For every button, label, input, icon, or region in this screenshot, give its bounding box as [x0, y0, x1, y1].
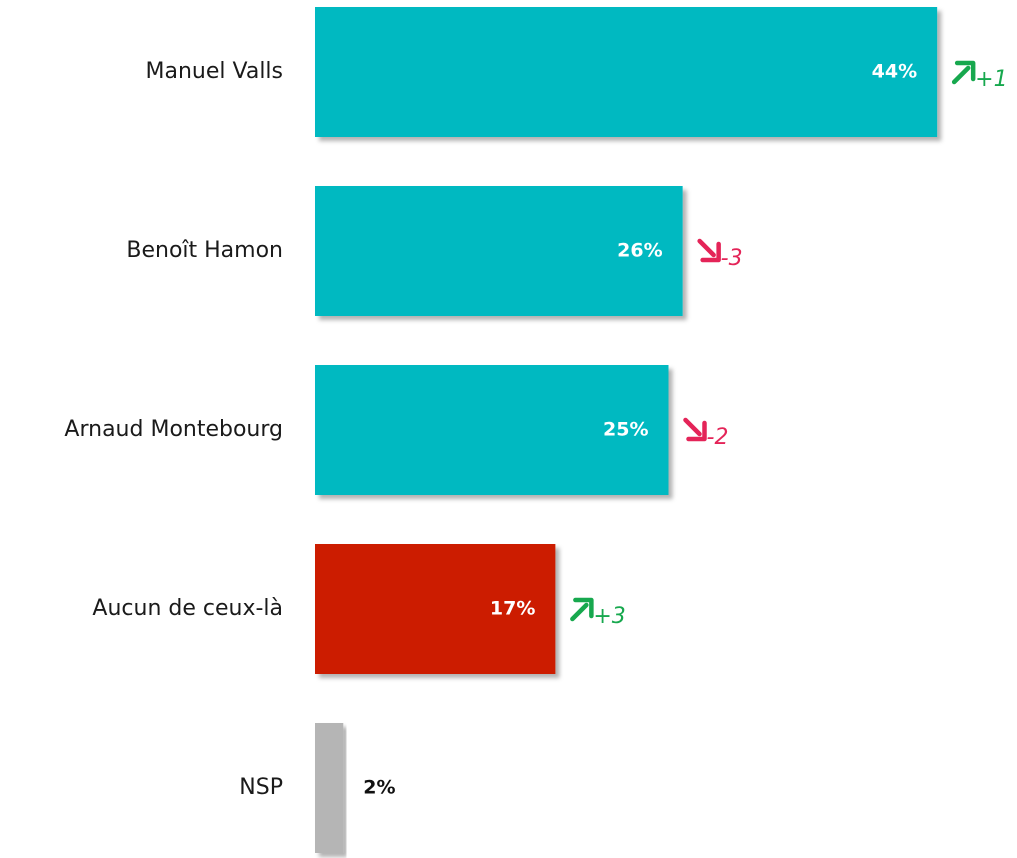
change-arrow: [570, 597, 594, 622]
category-label: Arnaud Montebourg: [64, 417, 283, 442]
change-arrow: [697, 238, 721, 263]
bar: [315, 544, 556, 674]
change-label: +3: [593, 604, 625, 629]
change-label: -3: [721, 246, 743, 271]
change-arrow: [683, 417, 707, 442]
value-label: 44%: [872, 61, 917, 83]
bar: [315, 365, 669, 495]
value-label: 17%: [490, 598, 535, 620]
change-label: +1: [975, 67, 1007, 92]
value-label: 26%: [617, 240, 662, 262]
bar: [315, 723, 344, 853]
category-label: NSP: [239, 775, 283, 800]
value-label: 2%: [363, 777, 395, 799]
category-label: Benoît Hamon: [126, 238, 283, 263]
category-label: Manuel Valls: [146, 59, 284, 84]
value-label: 25%: [603, 419, 648, 441]
change-arrow: [951, 60, 976, 85]
change-label: -2: [707, 425, 729, 450]
category-label: Aucun de ceux-là: [92, 596, 283, 621]
bar: [315, 7, 938, 137]
bar: [315, 186, 683, 316]
